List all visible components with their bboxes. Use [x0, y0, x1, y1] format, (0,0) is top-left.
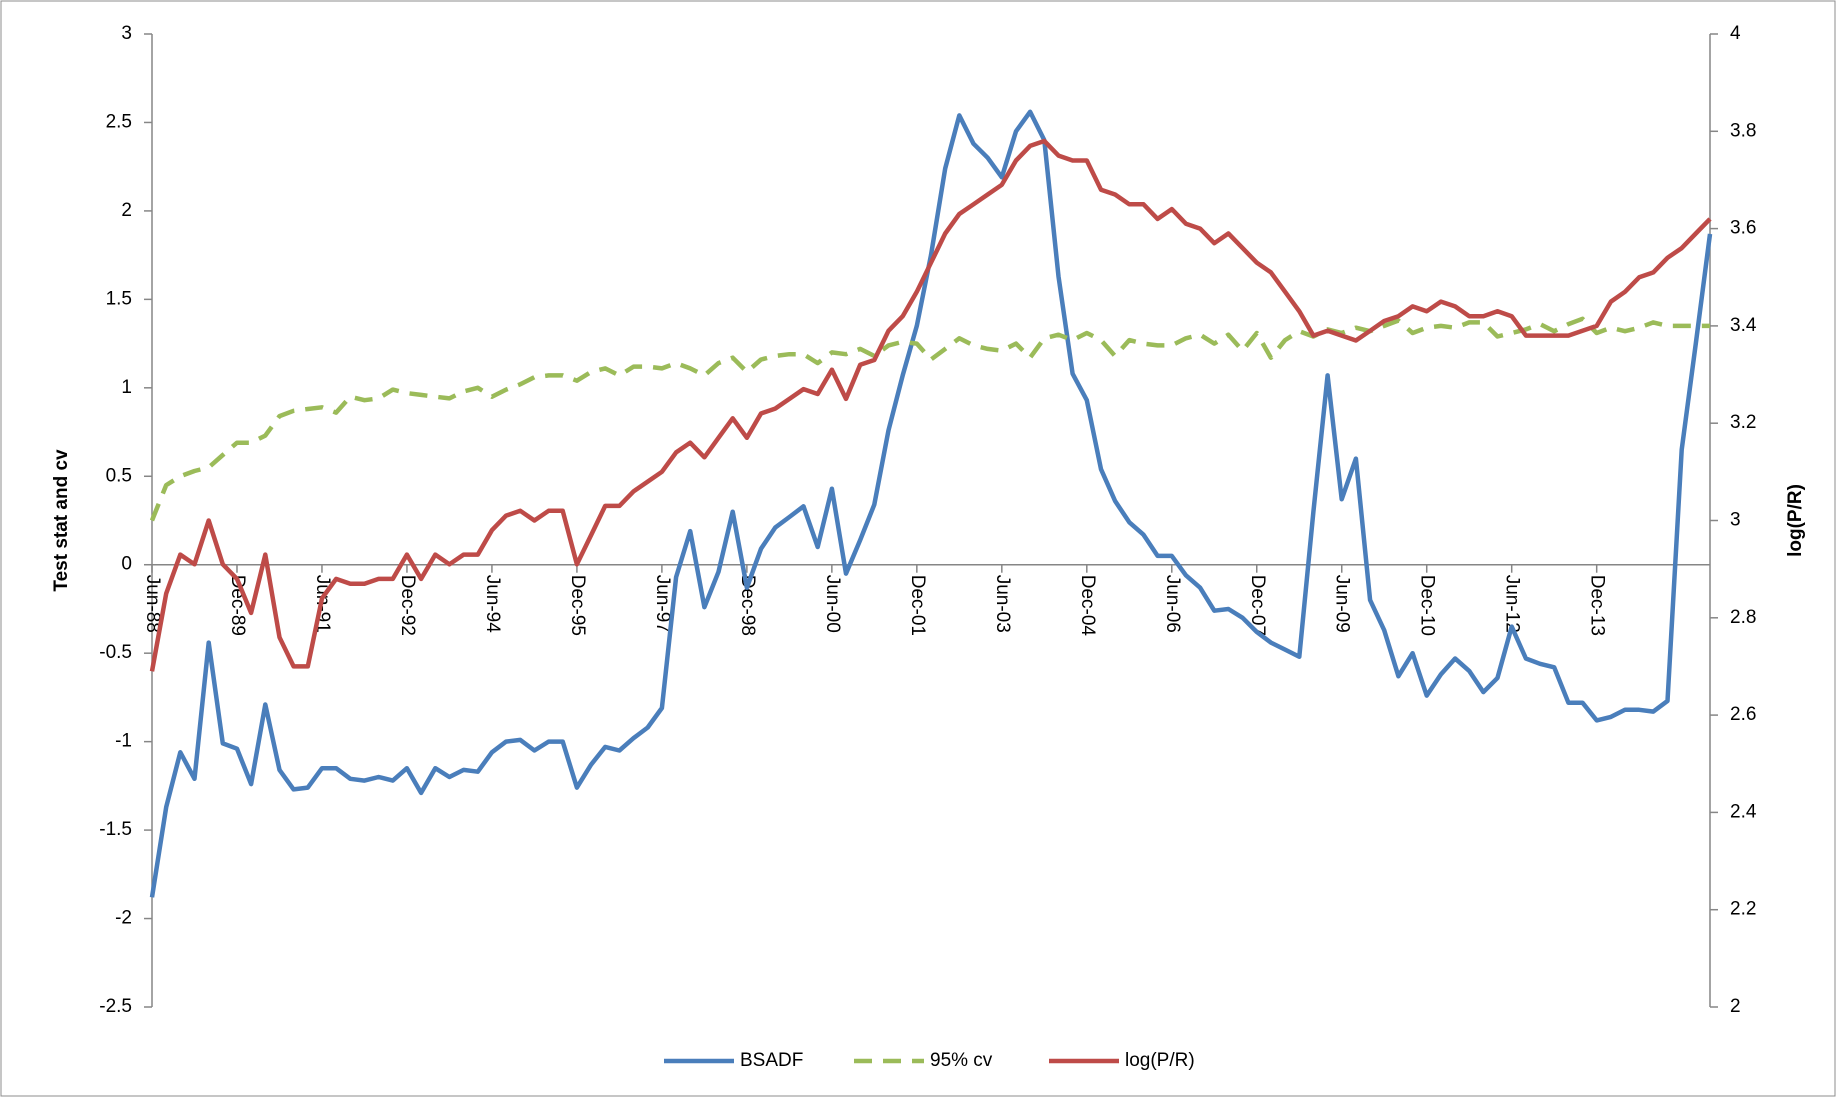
x-tick-label: Dec-95	[567, 575, 588, 636]
y2-tick-label: 3.2	[1730, 412, 1756, 433]
y-tick-label: 1.5	[106, 288, 132, 309]
x-tick-label: Dec-13	[1587, 575, 1608, 636]
x-tick-label: Jun-12	[1502, 575, 1523, 633]
y2-tick-label: 3.4	[1730, 315, 1757, 336]
y-tick-label: -1.5	[99, 819, 132, 840]
y2-tick-label: 2.6	[1730, 704, 1756, 725]
y-tick-label: -1	[115, 731, 132, 752]
y-axis-title: Test stat and cv	[51, 449, 72, 592]
series-line	[149, 138, 1712, 672]
series-line	[149, 316, 1710, 522]
x-tick-label: Jun-97	[652, 575, 673, 633]
y2-tick-label: 2.4	[1730, 801, 1757, 822]
x-tick-label: Jun-00	[822, 575, 843, 633]
y-tick-label: 0	[121, 554, 132, 575]
y2-tick-label: 2.8	[1730, 607, 1756, 628]
y-tick-label: 2	[121, 200, 132, 221]
x-tick-label: Dec-01	[907, 575, 928, 636]
x-tick-label: Jun-88	[142, 575, 163, 633]
y-tick-label: 0.5	[106, 465, 132, 486]
y-tick-label: 3	[121, 23, 132, 44]
y2-tick-label: 4	[1730, 23, 1741, 44]
x-tick-label: Jun-06	[1162, 575, 1183, 633]
y2-tick-label: 2.2	[1730, 899, 1756, 920]
y-tick-label: 2.5	[106, 111, 132, 132]
legend-label: log(P/R)	[1125, 1050, 1195, 1071]
x-tick-label: Dec-92	[397, 575, 418, 636]
y-tick-label: -2	[115, 908, 132, 929]
y2-tick-label: 3	[1730, 510, 1741, 531]
y-tick-label: -2.5	[99, 996, 132, 1017]
x-tick-label: Dec-07	[1247, 575, 1268, 636]
y2-axis-title: log(P/R)	[1785, 484, 1806, 557]
series-line	[149, 109, 1713, 898]
y2-tick-label: 3.8	[1730, 120, 1756, 141]
legend-label: BSADF	[740, 1050, 803, 1071]
x-tick-label: Dec-10	[1417, 575, 1438, 636]
x-tick-label: Jun-94	[482, 575, 503, 634]
x-tick-label: Jun-03	[992, 575, 1013, 633]
y-tick-label: -0.5	[99, 642, 132, 663]
legend-label: 95% cv	[930, 1050, 993, 1071]
y2-tick-label: 2	[1730, 996, 1741, 1017]
y-tick-label: 1	[121, 377, 132, 398]
x-tick-label: Jun-09	[1332, 575, 1353, 633]
x-tick-label: Dec-04	[1077, 575, 1098, 637]
y2-tick-label: 3.6	[1730, 218, 1756, 239]
x-tick-label: Dec-98	[737, 575, 758, 636]
